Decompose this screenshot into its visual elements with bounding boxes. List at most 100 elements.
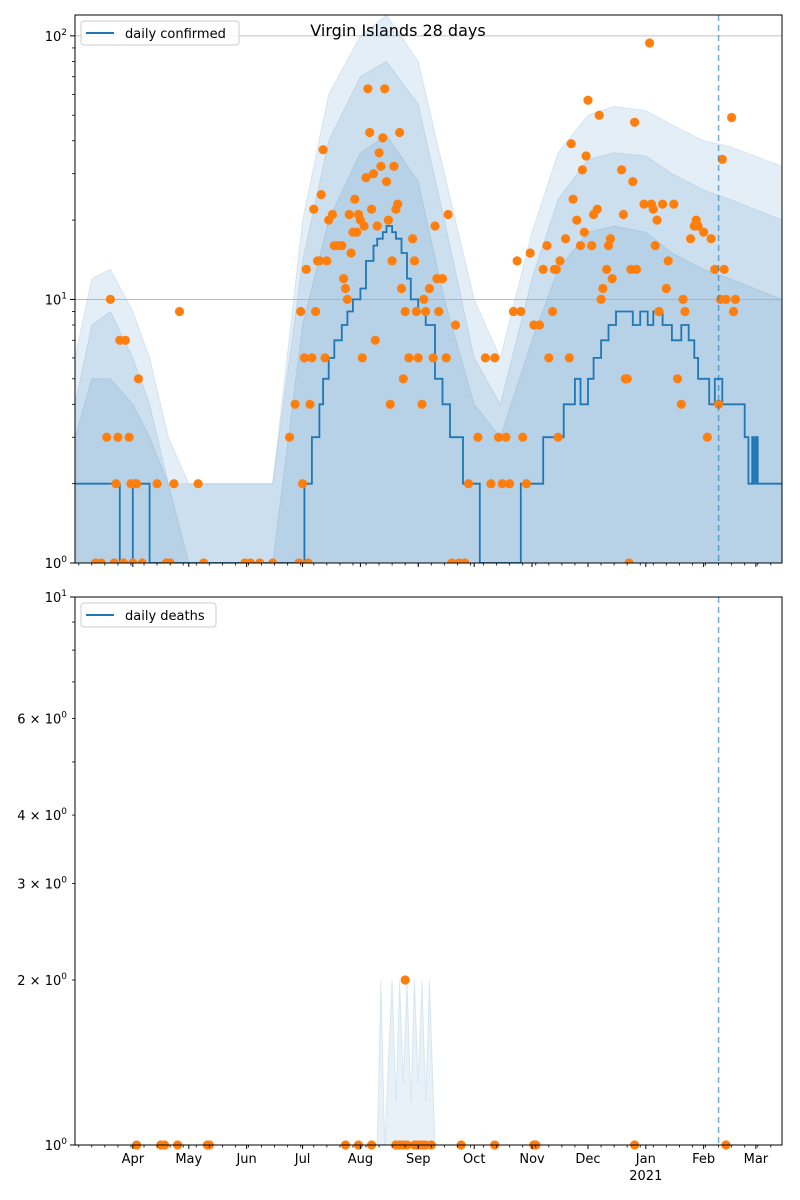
- deaths-y-tick-label-1: 3 × 100: [17, 876, 67, 893]
- confirmed-point-118: [521, 479, 532, 489]
- confirmed-point-137: [579, 227, 589, 237]
- confirmed-point-189: [730, 294, 741, 304]
- confirmed-point-136: [577, 165, 588, 175]
- confirmed-point-135: [575, 241, 586, 251]
- confirmed-point-146: [602, 264, 612, 274]
- confirmed-point-171: [676, 399, 686, 409]
- confirmed-point-186: [721, 294, 731, 304]
- confirmed-axes-frame: [74, 14, 783, 564]
- deaths-axes-frame: [74, 596, 783, 1146]
- confirmed-point-45: [322, 256, 332, 266]
- confirmed-point-113: [505, 479, 515, 489]
- confirmed-point-67: [368, 169, 379, 179]
- chart-title: Virgin Islands 28 days: [310, 21, 485, 40]
- confirmed-point-85: [404, 353, 414, 363]
- confirmed-point-66: [367, 204, 377, 214]
- confirmed-point-166: [658, 199, 668, 209]
- confirmed-point-97: [434, 306, 444, 317]
- confirmed-point-80: [393, 199, 403, 209]
- uncertainty-band-0: [376, 979, 436, 1145]
- confirmed-point-63: [361, 173, 371, 183]
- confirmed-point-177: [693, 221, 703, 231]
- confirmed-point-39: [311, 306, 321, 317]
- confirmed-point-160: [645, 38, 655, 48]
- confirmed-point-88: [411, 306, 421, 317]
- confirmed-point-57: [350, 194, 360, 204]
- confirmed-point-68: [370, 335, 380, 345]
- confirmed-point-185: [719, 264, 729, 274]
- confirmed-point-78: [389, 161, 399, 171]
- confirmed-point-115: [512, 256, 522, 266]
- confirmed-point-25: [245, 558, 255, 563]
- confirmed-point-174: [686, 234, 696, 244]
- confirmed-points: [90, 38, 741, 563]
- confirmed-point-98: [437, 274, 448, 284]
- confirmed-point-119: [525, 248, 535, 258]
- confirmed-point-123: [542, 241, 552, 251]
- confirmed-point-77: [387, 256, 397, 266]
- deaths-legend: daily deaths: [80, 602, 217, 628]
- confirmed-point-52: [340, 283, 351, 294]
- confirmed-point-182: [714, 399, 724, 409]
- x-tick-label-5: Sep: [406, 1152, 431, 1167]
- confirmed-point-154: [624, 558, 634, 563]
- confirmed-point-169: [669, 199, 679, 209]
- confirmed-point-15: [133, 374, 143, 384]
- x-tick-label-10: Feb: [692, 1152, 715, 1167]
- confirmed-point-125: [548, 306, 558, 317]
- confirmed-point-41: [314, 256, 324, 266]
- confirmed-point-33: [299, 353, 309, 363]
- confirmed-point-168: [663, 256, 673, 266]
- confirmed-point-47: [327, 209, 337, 220]
- confirmed-point-81: [395, 127, 405, 138]
- confirmed-point-37: [307, 353, 317, 363]
- confirmed-point-130: [561, 234, 571, 244]
- confirmed-point-129: [555, 256, 565, 266]
- confirmed-point-109: [490, 353, 500, 363]
- confirmed-point-54: [344, 209, 354, 220]
- confirmed-point-21: [174, 306, 185, 317]
- confirmed-point-144: [596, 294, 606, 304]
- x-tick-label-6: Oct: [463, 1152, 485, 1167]
- confirmed-point-16: [137, 558, 147, 563]
- confirmed-point-91: [419, 294, 429, 304]
- confirmed-point-27: [268, 558, 278, 563]
- confirmed-point-70: [374, 148, 384, 158]
- confirmed-point-84: [400, 306, 410, 317]
- confirmed-point-99: [441, 353, 451, 363]
- confirmed-point-158: [631, 264, 642, 274]
- confirmed-point-64: [363, 84, 373, 94]
- confirmed-point-167: [661, 283, 671, 294]
- confirmed-point-8: [118, 558, 129, 563]
- confirmed-point-2: [102, 432, 112, 442]
- confirmed-point-22: [193, 479, 203, 489]
- confirmed-point-105: [464, 479, 474, 489]
- confirmed-point-14: [132, 479, 142, 489]
- confirmed-point-163: [650, 241, 660, 251]
- confirmed-point-143: [594, 110, 604, 120]
- confirmed-point-117: [518, 432, 528, 442]
- confirmed-point-90: [417, 399, 427, 409]
- x-tick-label-7: Nov: [519, 1152, 545, 1167]
- x-tick-label-9: Jan: [635, 1152, 656, 1167]
- confirmed-point-133: [568, 194, 578, 204]
- confirmed-point-34: [301, 264, 311, 274]
- confirmed-point-187: [727, 112, 737, 123]
- confirmed-point-132: [566, 139, 576, 149]
- deaths-uncertainty-bands: [376, 979, 436, 1145]
- deaths-legend-box: [80, 602, 217, 628]
- confirmed-point-164: [652, 215, 662, 225]
- deaths-y-tick-label-2: 4 × 100: [17, 807, 67, 824]
- confirmed-point-94: [428, 353, 438, 363]
- confirmed-point-157: [630, 117, 640, 127]
- confirmed-point-75: [383, 215, 393, 225]
- confirmed-point-111: [497, 479, 507, 489]
- confirmed-lines: [75, 225, 782, 563]
- deaths-legend-label: daily deaths: [125, 609, 205, 624]
- uncertainty-band-2: [75, 134, 782, 563]
- confirmed-point-30: [294, 558, 304, 563]
- confirmed-point-26: [255, 558, 265, 563]
- confirmed-point-53: [342, 294, 352, 304]
